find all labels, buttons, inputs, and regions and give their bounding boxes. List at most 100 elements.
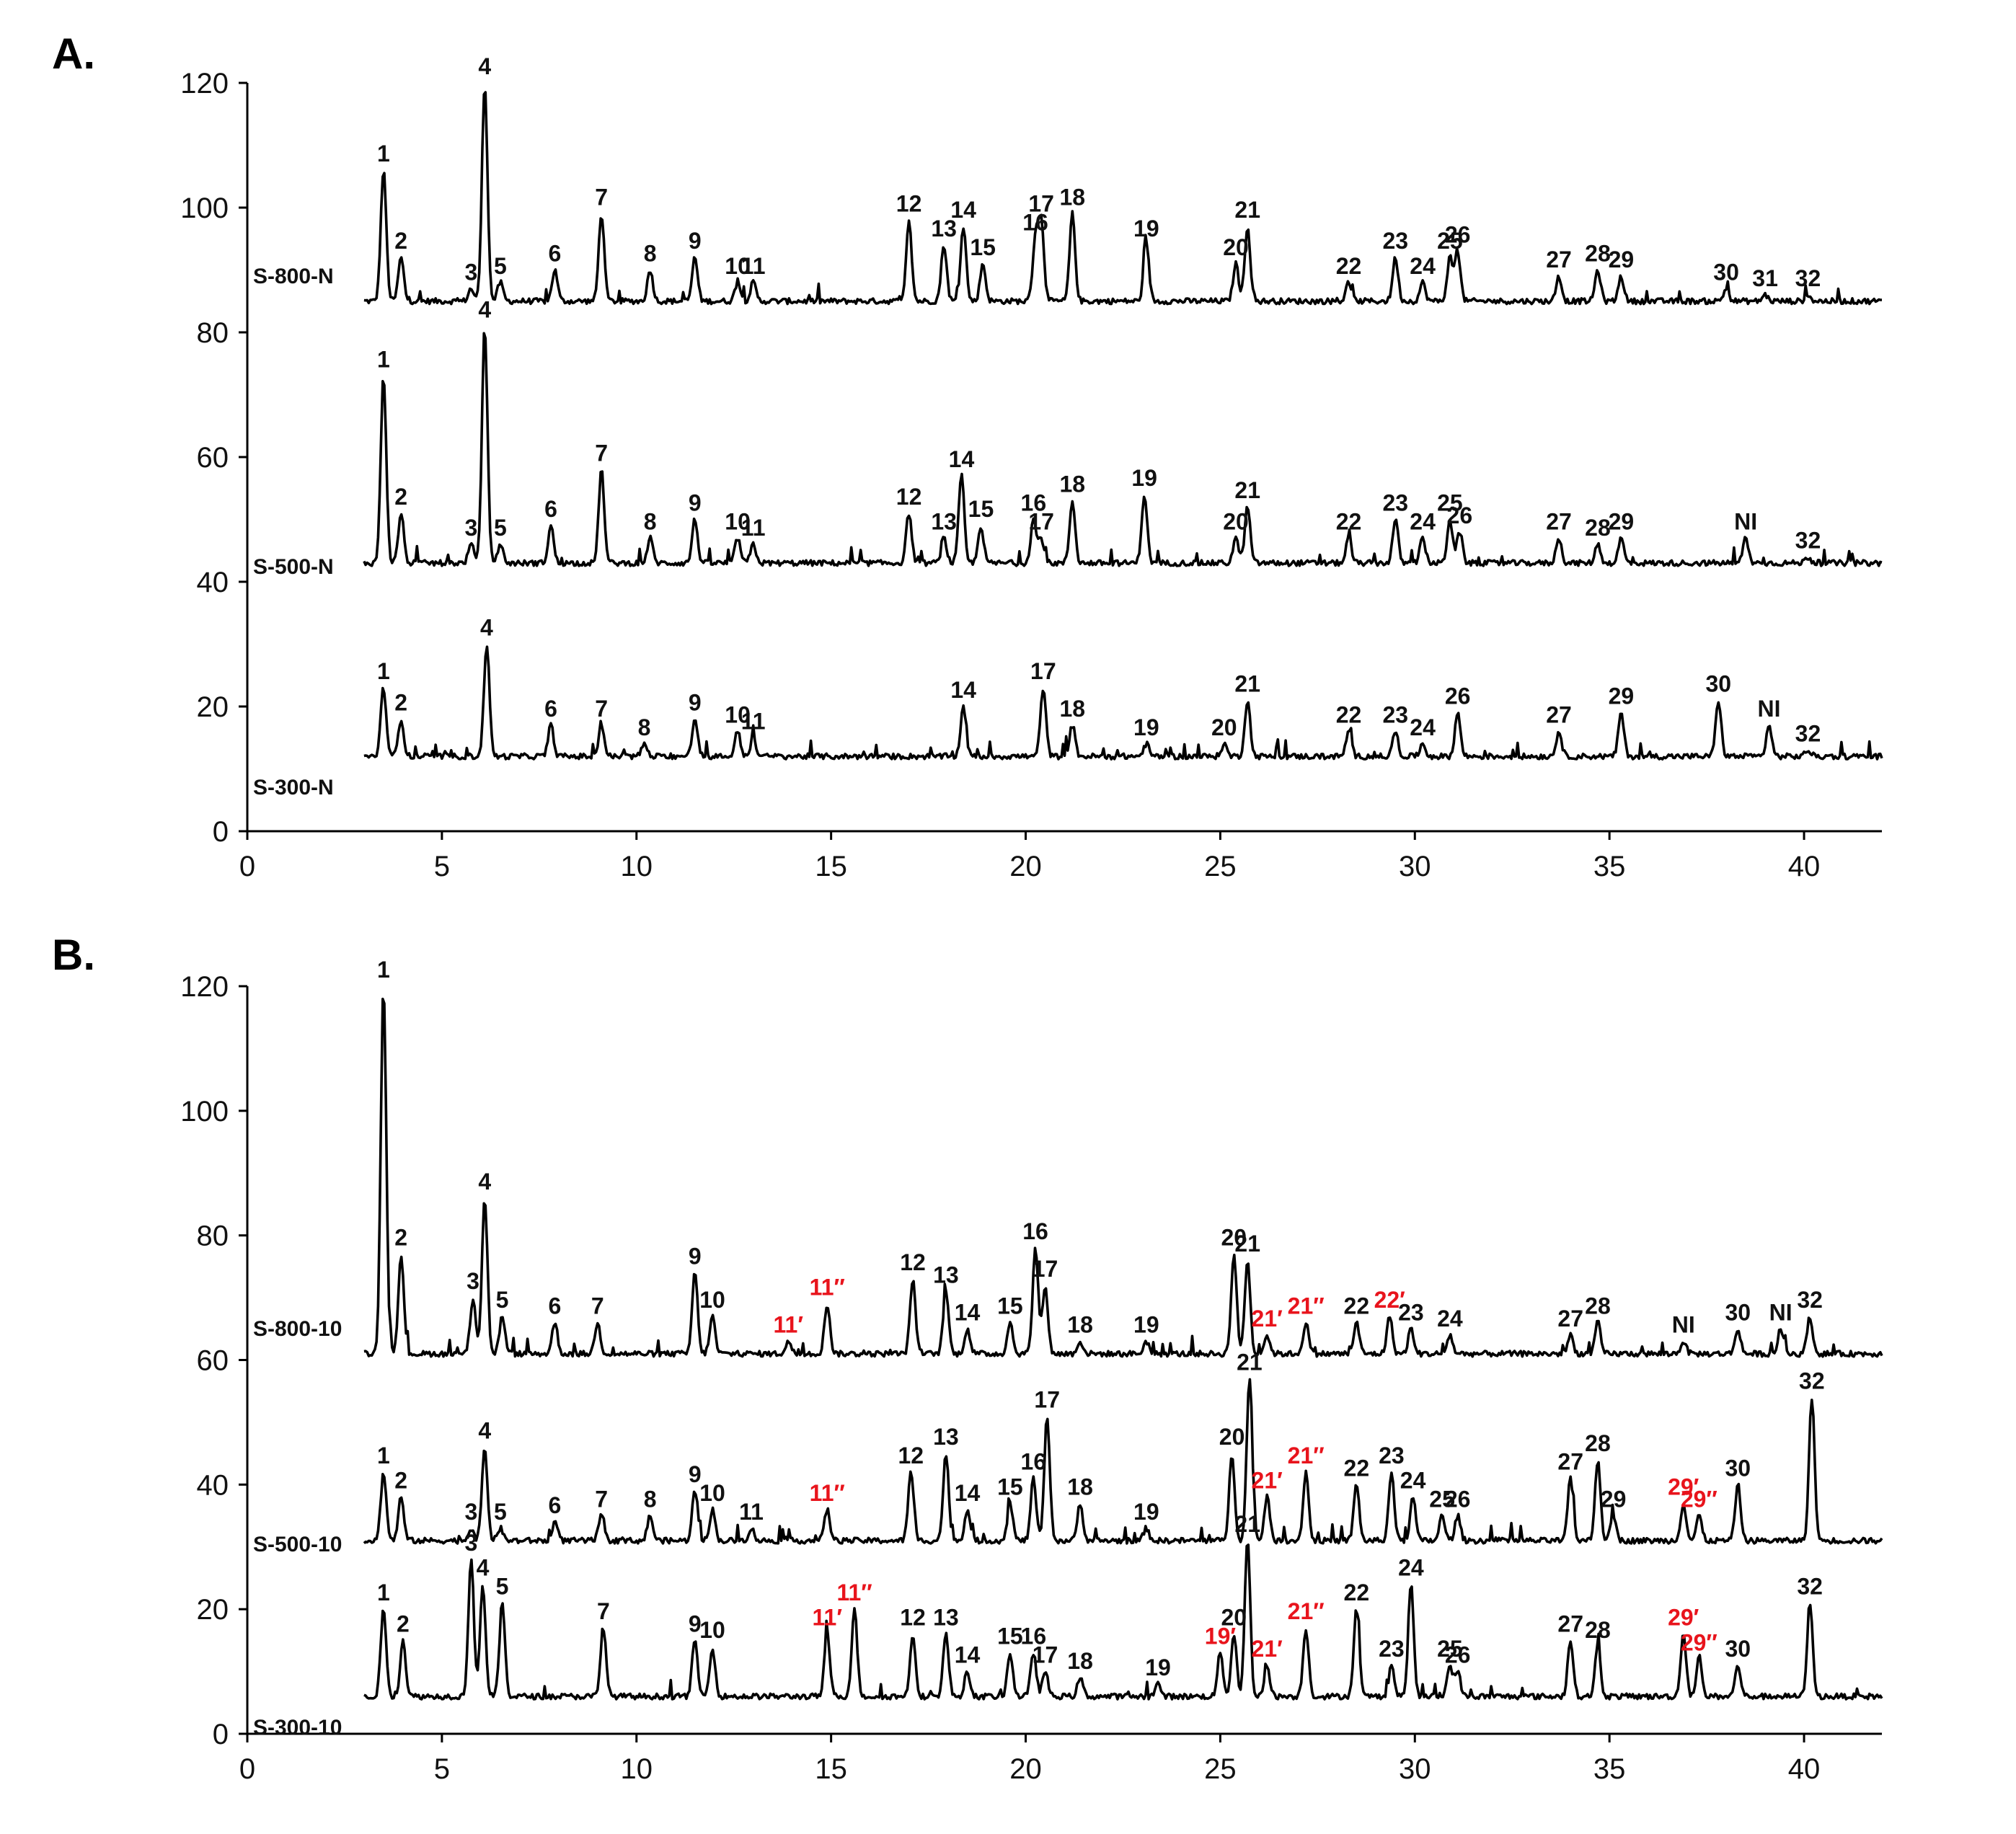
peak-label: 21′′	[1288, 1293, 1325, 1319]
peak-label: 11′′	[810, 1275, 846, 1301]
peak-label: 10	[725, 253, 751, 279]
peak-label: 32	[1795, 721, 1821, 747]
peak-label: 24	[1410, 714, 1436, 740]
peak-label: 3	[464, 1530, 477, 1556]
peak-label: 29	[1609, 247, 1635, 273]
x-tick-label: 35	[1593, 851, 1626, 882]
peak-label: 22	[1344, 1455, 1370, 1481]
peak-label: 17	[1034, 1386, 1060, 1412]
peak-label: 20	[1223, 508, 1249, 534]
x-tick-label: 25	[1204, 1753, 1237, 1785]
y-tick-label: 120	[180, 68, 229, 99]
peak-label: 21′	[1252, 1306, 1283, 1332]
series-trace	[363, 645, 1883, 761]
peak-label: 2	[397, 1611, 410, 1636]
peak-label: 11	[741, 253, 766, 279]
peak-label: 29′′	[1681, 1487, 1717, 1512]
peak-label: 8	[644, 241, 657, 267]
peak-label: 18	[1059, 185, 1085, 211]
peak-label: 21	[1234, 477, 1260, 503]
peak-label: 26	[1447, 502, 1473, 528]
peak-label: 14	[955, 1642, 981, 1668]
peak-label: 10	[699, 1480, 725, 1506]
peak-label: 19	[1145, 1654, 1171, 1680]
peak-label: 23	[1383, 702, 1409, 728]
peak-label: 15	[997, 1623, 1023, 1649]
peak-label: 23	[1398, 1299, 1424, 1325]
peak-label: 11	[741, 708, 766, 734]
peak-label: 10	[725, 702, 751, 728]
peak-label: 2	[394, 1468, 407, 1494]
x-tick-label: 15	[815, 851, 847, 882]
x-tick-label: 10	[621, 1753, 653, 1785]
y-tick-label: 20	[197, 691, 229, 723]
peak-label: 20	[1211, 714, 1237, 740]
peak-label: 7	[591, 1293, 604, 1319]
peak-label: 27	[1546, 702, 1572, 728]
peak-label: 7	[595, 696, 608, 722]
peak-label: 17	[1028, 508, 1054, 534]
peak-label: 7	[595, 440, 608, 466]
peak-label: 11′	[812, 1605, 842, 1631]
series-label: S-800-10	[253, 1317, 342, 1341]
series-trace	[363, 1543, 1883, 1701]
peak-label: 32	[1799, 1368, 1825, 1394]
peak-label: 3	[467, 1268, 479, 1294]
peak-label: 9	[689, 689, 702, 715]
peak-label: 28	[1585, 241, 1611, 267]
peak-label: 4	[478, 1169, 491, 1195]
peak-label: 21	[1234, 670, 1260, 696]
peak-label: 25	[1429, 1487, 1455, 1512]
series-label: S-500-10	[253, 1533, 342, 1556]
peak-label: 4	[480, 615, 493, 641]
peak-label: 1	[377, 1580, 390, 1605]
peak-label: 14	[955, 1299, 981, 1325]
peak-label: 29	[1609, 683, 1635, 709]
peak-label: 16	[1021, 1449, 1047, 1475]
peak-label: 23	[1383, 228, 1409, 254]
peak-label: 12	[898, 1443, 924, 1468]
y-tick-label: 80	[197, 1221, 229, 1252]
peak-label: 5	[494, 253, 507, 279]
peak-label: 13	[933, 1605, 959, 1631]
peak-label: 30	[1713, 259, 1739, 285]
peak-label: 5	[494, 1499, 507, 1525]
peak-label: 28	[1585, 1430, 1611, 1456]
peak-label: 21	[1234, 197, 1260, 223]
peak-label: 15	[997, 1474, 1023, 1499]
peak-label: 8	[644, 1487, 657, 1512]
peak-label: 30	[1706, 670, 1732, 696]
peak-label: 22	[1344, 1293, 1370, 1319]
peak-label: 9	[689, 1611, 702, 1636]
peak-label: 18	[1067, 1648, 1093, 1674]
peak-label: 29′	[1668, 1605, 1699, 1631]
peak-label: 30	[1725, 1299, 1751, 1325]
x-tick-label: 35	[1593, 1753, 1626, 1785]
peak-label: 16	[1021, 1623, 1047, 1649]
peak-label: NI	[1757, 696, 1780, 722]
peak-label: 2	[394, 228, 407, 254]
peak-label: 9	[689, 1461, 702, 1487]
y-tick-label: 100	[180, 1096, 229, 1128]
series-label: S-800-N	[253, 265, 334, 288]
y-tick-label: 0	[213, 1719, 229, 1750]
peak-label: 6	[544, 696, 557, 722]
peak-label: 17	[1028, 190, 1054, 216]
peak-label: 24	[1410, 253, 1436, 279]
peak-label: 13	[933, 1424, 959, 1450]
peak-label: 24	[1410, 508, 1436, 534]
peak-label: 6	[549, 1293, 562, 1319]
peak-label: 26	[1445, 1487, 1471, 1512]
peak-label: 25	[1437, 490, 1463, 516]
peak-label: 16	[1022, 1218, 1048, 1244]
peak-label: 29′′	[1681, 1629, 1717, 1655]
series-label: S-300-N	[253, 776, 334, 799]
peak-label: 32	[1797, 1287, 1823, 1313]
peak-label: 21	[1234, 1511, 1260, 1537]
x-tick-label: 10	[621, 851, 653, 882]
peak-label: 23	[1379, 1636, 1405, 1662]
peak-label: 6	[544, 496, 557, 522]
peak-label: 17	[1033, 1642, 1058, 1668]
peak-label: 21′	[1252, 1468, 1283, 1494]
